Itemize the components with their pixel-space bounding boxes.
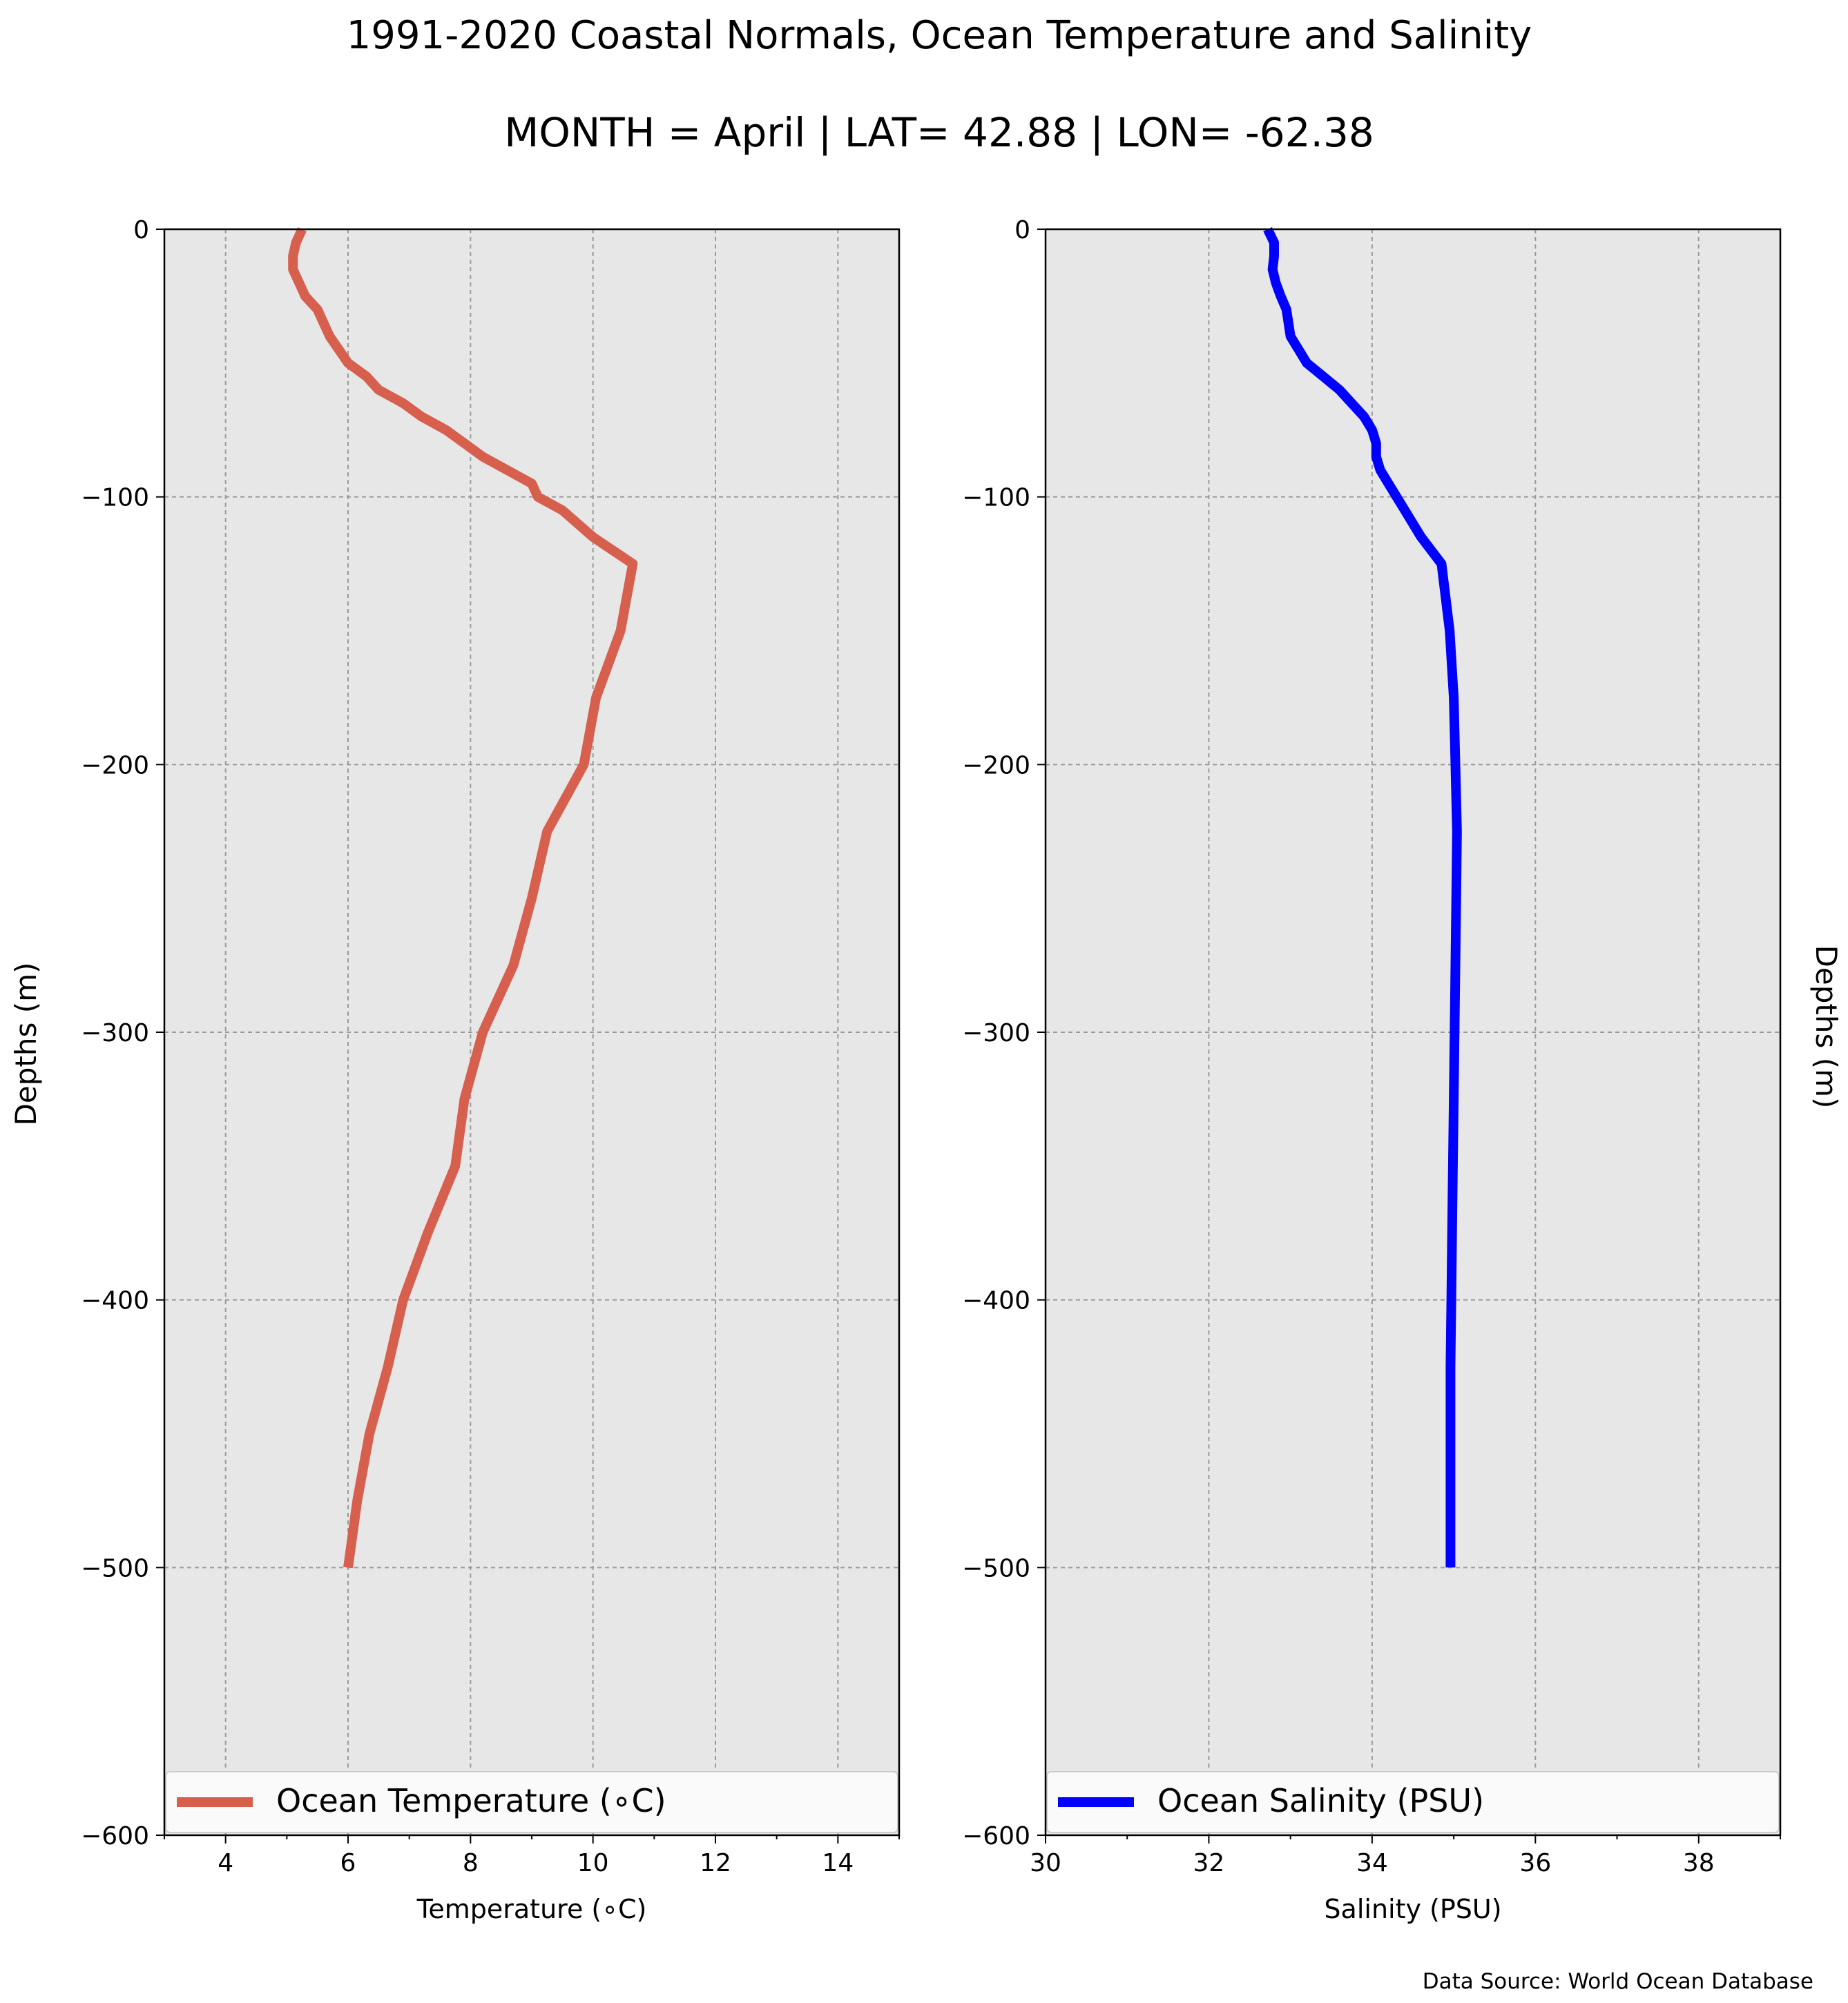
salinity-y-tick-label: 0: [1014, 216, 1030, 244]
temperature-y-tick-label: −500: [81, 1554, 149, 1583]
figure-title: 1991-2020 Coastal Normals, Ocean Tempera…: [347, 13, 1532, 58]
temperature-axes-frame: [163, 228, 901, 1837]
salinity-y-tick-label: −300: [962, 1019, 1030, 1047]
temperature-x-tick-label: 12: [700, 1849, 731, 1877]
temperature-y-tick-label: 0: [133, 216, 149, 244]
temperature-y-tick-label: −300: [81, 1019, 149, 1047]
figure-subtitle: MONTH = April | LAT= 42.88 | LON= -62.38: [504, 109, 1374, 156]
temperature-x-tick-label: 6: [340, 1849, 356, 1877]
salinity-x-tick-label: 38: [1683, 1849, 1715, 1877]
temperature-y-tick-label: −600: [81, 1822, 149, 1850]
temperature-y-tick-label: −100: [81, 484, 149, 512]
temperature-x-axis-label: Temperature (∘C): [416, 1894, 647, 1924]
salinity-x-tick-label: 32: [1193, 1849, 1225, 1877]
temperature-legend-label: Ocean Temperature (∘C): [276, 1782, 666, 1819]
salinity-y-tick-label: −200: [962, 751, 1030, 780]
temperature-panel: 4 6 8 10 12 14 0 −100 −200 −300 −400 −500 −600 Ocean …: [9, 216, 901, 1924]
temperature-y-tick-label: −200: [81, 751, 149, 780]
salinity-legend: [1046, 1771, 1780, 1833]
salinity-panel: 30 32 34 36 38 0 −100 −200 −300 −400 −500 −600 Ocean…: [962, 216, 1782, 1924]
salinity-axes-frame: [1044, 228, 1782, 1837]
salinity-y-tick-label: −400: [962, 1287, 1030, 1315]
salinity-x-tick-label: 30: [1030, 1849, 1061, 1877]
temperature-series-line: [288, 227, 638, 1569]
right-y-axis-label: Depths (m): [1809, 945, 1843, 1109]
temperature-x-tick-label: 10: [577, 1849, 609, 1877]
temperature-y-tick-label: −400: [81, 1287, 149, 1315]
data-source-footnote: Data Source: World Ocean Database: [1423, 1969, 1813, 1994]
salinity-y-tick-label: −500: [962, 1554, 1030, 1583]
salinity-y-tick-label: −600: [962, 1822, 1030, 1850]
salinity-legend-label: Ocean Salinity (PSU): [1157, 1782, 1484, 1819]
salinity-series-line: [1263, 226, 1462, 1568]
temperature-x-tick-label: 8: [463, 1849, 479, 1877]
salinity-y-tick-label: −100: [962, 484, 1030, 512]
salinity-x-axis-label: Salinity (PSU): [1324, 1894, 1501, 1924]
temperature-x-tick-label: 14: [822, 1849, 854, 1877]
temperature-y-axis-label: Depths (m): [9, 962, 43, 1126]
temperature-legend: [165, 1771, 898, 1833]
salinity-x-tick-label: 34: [1356, 1849, 1388, 1877]
salinity-x-tick-label: 36: [1519, 1849, 1551, 1877]
temperature-x-tick-label: 4: [218, 1849, 233, 1877]
